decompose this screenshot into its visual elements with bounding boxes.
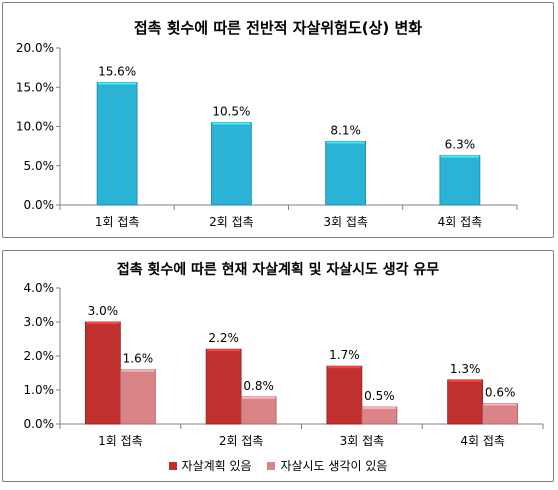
y-tick-label: 15.0%	[16, 80, 54, 94]
x-tick-label: 4회 접촉	[438, 215, 483, 229]
x-tick-label: 4회 접촉	[460, 434, 505, 448]
legend-item-1: 자살계획 있음	[168, 457, 252, 474]
data-label: 15.6%	[98, 65, 136, 79]
chart-title-1: 접촉 횟수에 따른 전반적 자살위험도(상) 변화	[133, 19, 423, 37]
bar	[240, 396, 277, 425]
chart-panel-1: 접촉 횟수에 따른 전반적 자살위험도(상) 변화 0.0% 5.0% 10.0% 1…	[2, 2, 554, 238]
chart-2-svg: 0.0% 1.0% 2.0% 3.0% 4.0% 1회 접촉 2회 접촉 3회 접촉 4회 접촉…	[24, 281, 544, 448]
data-label: 3.0%	[88, 304, 119, 318]
bar-highlight	[121, 369, 155, 372]
bar	[439, 155, 481, 206]
y-tick-label: 2.0%	[24, 349, 55, 363]
data-label: 1.6%	[123, 352, 154, 366]
data-label: 10.5%	[212, 105, 250, 119]
bar	[205, 348, 242, 425]
data-label: 2.2%	[208, 331, 239, 345]
legend-label-1: 자살계획 있음	[181, 459, 252, 473]
y-tick-label: 0.0%	[24, 198, 55, 212]
x-tick-label: 1회 접촉	[98, 434, 143, 448]
bar-highlight	[362, 407, 396, 409]
bar-highlight	[207, 349, 241, 352]
data-label: 8.1%	[330, 123, 361, 137]
data-label: 0.6%	[485, 386, 516, 400]
bar	[447, 379, 484, 425]
bar-highlight	[242, 396, 276, 399]
bar-highlight	[483, 403, 517, 406]
bar	[84, 321, 121, 425]
y-tick-label: 5.0%	[24, 159, 55, 173]
legend-swatch-2	[267, 462, 276, 470]
data-label: 6.3%	[445, 138, 476, 152]
bar	[210, 122, 252, 206]
chart-title-2: 접촉 횟수에 따른 현재 자살계획 및 자살시도 생각 유무	[116, 262, 440, 278]
y-tick-label: 3.0%	[24, 315, 55, 329]
x-tick-label: 2회 접촉	[209, 215, 254, 229]
bar	[119, 369, 156, 425]
chart-1-svg: 0.0% 5.0% 10.0% 15.0% 20.0% 1회 접촉 2회 접촉 3회 접촉 4회…	[16, 41, 518, 229]
bar-highlight	[98, 82, 137, 85]
y-tick-label: 1.0%	[24, 383, 55, 397]
data-label: 0.5%	[364, 389, 395, 403]
bar-highlight	[327, 366, 361, 369]
bar	[482, 403, 519, 425]
data-label: 1.3%	[450, 362, 481, 376]
bar	[326, 365, 363, 425]
legend-item-2: 자살시도 생각이 있음	[267, 457, 387, 474]
x-tick-label: 3회 접촉	[323, 215, 368, 229]
bar	[96, 82, 138, 206]
data-label: 1.7%	[329, 348, 360, 362]
bar-highlight	[212, 122, 251, 125]
chart-2-legend: 자살계획 있음 자살시도 생각이 있음	[3, 457, 553, 474]
chart-panel-2: 접촉 횟수에 따른 현재 자살계획 및 자살시도 생각 유무 0.0% 1.0% 2…	[2, 250, 554, 482]
bar-highlight	[326, 141, 365, 144]
y-tick-label: 4.0%	[24, 281, 55, 295]
bar-highlight	[448, 379, 482, 382]
data-label: 0.8%	[243, 379, 274, 393]
y-tick-label: 20.0%	[16, 41, 54, 55]
bar-highlight	[86, 322, 120, 324]
bar	[325, 141, 367, 206]
bar-highlight	[440, 155, 479, 158]
x-tick-label: 3회 접촉	[340, 434, 385, 448]
legend-swatch-1	[168, 462, 177, 470]
bar	[361, 406, 398, 425]
y-tick-label: 0.0%	[24, 417, 55, 431]
x-tick-label: 2회 접촉	[219, 434, 264, 448]
x-tick-label: 1회 접촉	[95, 215, 140, 229]
y-tick-label: 10.0%	[16, 120, 54, 134]
legend-label-2: 자살시도 생각이 있음	[280, 459, 388, 473]
